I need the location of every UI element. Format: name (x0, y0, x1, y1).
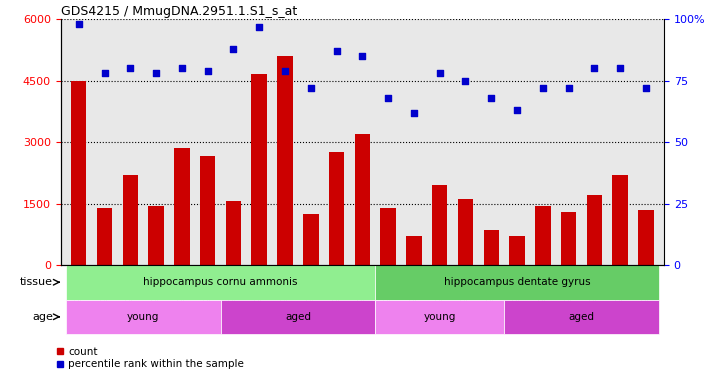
Text: hippocampus cornu ammonis: hippocampus cornu ammonis (144, 277, 298, 287)
Point (434, 70, 446, 76)
Legend: count, percentile rank within the sample: count, percentile rank within the sample (51, 343, 248, 374)
Point (486, 95, 497, 101)
Bar (123, 175, 138, 265)
Text: aged: aged (568, 312, 595, 322)
Bar (149, 205, 164, 265)
Bar (483, 230, 499, 265)
Point (331, 48, 342, 54)
Bar (71, 81, 86, 265)
Bar (303, 214, 318, 265)
Point (383, 95, 394, 101)
Text: young: young (423, 312, 456, 322)
Text: age: age (32, 312, 53, 322)
Bar (509, 236, 525, 265)
Text: GDS4215 / MmugDNA.2951.1.S1_s_at: GDS4215 / MmugDNA.2951.1.S1_s_at (61, 5, 297, 18)
Bar (221, 300, 376, 334)
Bar (200, 156, 216, 265)
Bar (504, 300, 659, 334)
Bar (97, 208, 112, 265)
Point (73, 21, 84, 27)
Point (640, 85, 652, 91)
Bar (587, 195, 602, 265)
Point (563, 85, 574, 91)
Bar (226, 202, 241, 265)
Text: hippocampus dentate gyrus: hippocampus dentate gyrus (443, 277, 590, 287)
Bar (329, 152, 344, 265)
Point (408, 109, 420, 116)
Bar (251, 74, 267, 265)
Point (151, 70, 162, 76)
Point (356, 53, 368, 59)
Bar (376, 300, 504, 334)
Text: tissue: tissue (20, 277, 53, 287)
Point (202, 68, 213, 74)
Bar (376, 265, 659, 300)
Point (511, 107, 523, 113)
Bar (432, 185, 448, 265)
Bar (66, 300, 221, 334)
Bar (66, 265, 376, 300)
Point (124, 65, 136, 71)
Point (176, 65, 188, 71)
Bar (561, 212, 576, 265)
Point (253, 23, 265, 30)
Point (279, 68, 291, 74)
Bar (406, 236, 422, 265)
Bar (613, 175, 628, 265)
Bar (381, 208, 396, 265)
Bar (638, 210, 654, 265)
Point (588, 65, 600, 71)
Point (460, 78, 471, 84)
Text: young: young (127, 312, 159, 322)
Bar (174, 148, 190, 265)
Bar (535, 205, 550, 265)
Point (305, 85, 316, 91)
Text: aged: aged (285, 312, 311, 322)
Bar (277, 56, 293, 265)
Point (228, 46, 239, 52)
Point (537, 85, 548, 91)
Point (99, 70, 110, 76)
Bar (458, 199, 473, 265)
Bar (355, 134, 370, 265)
Point (615, 65, 626, 71)
